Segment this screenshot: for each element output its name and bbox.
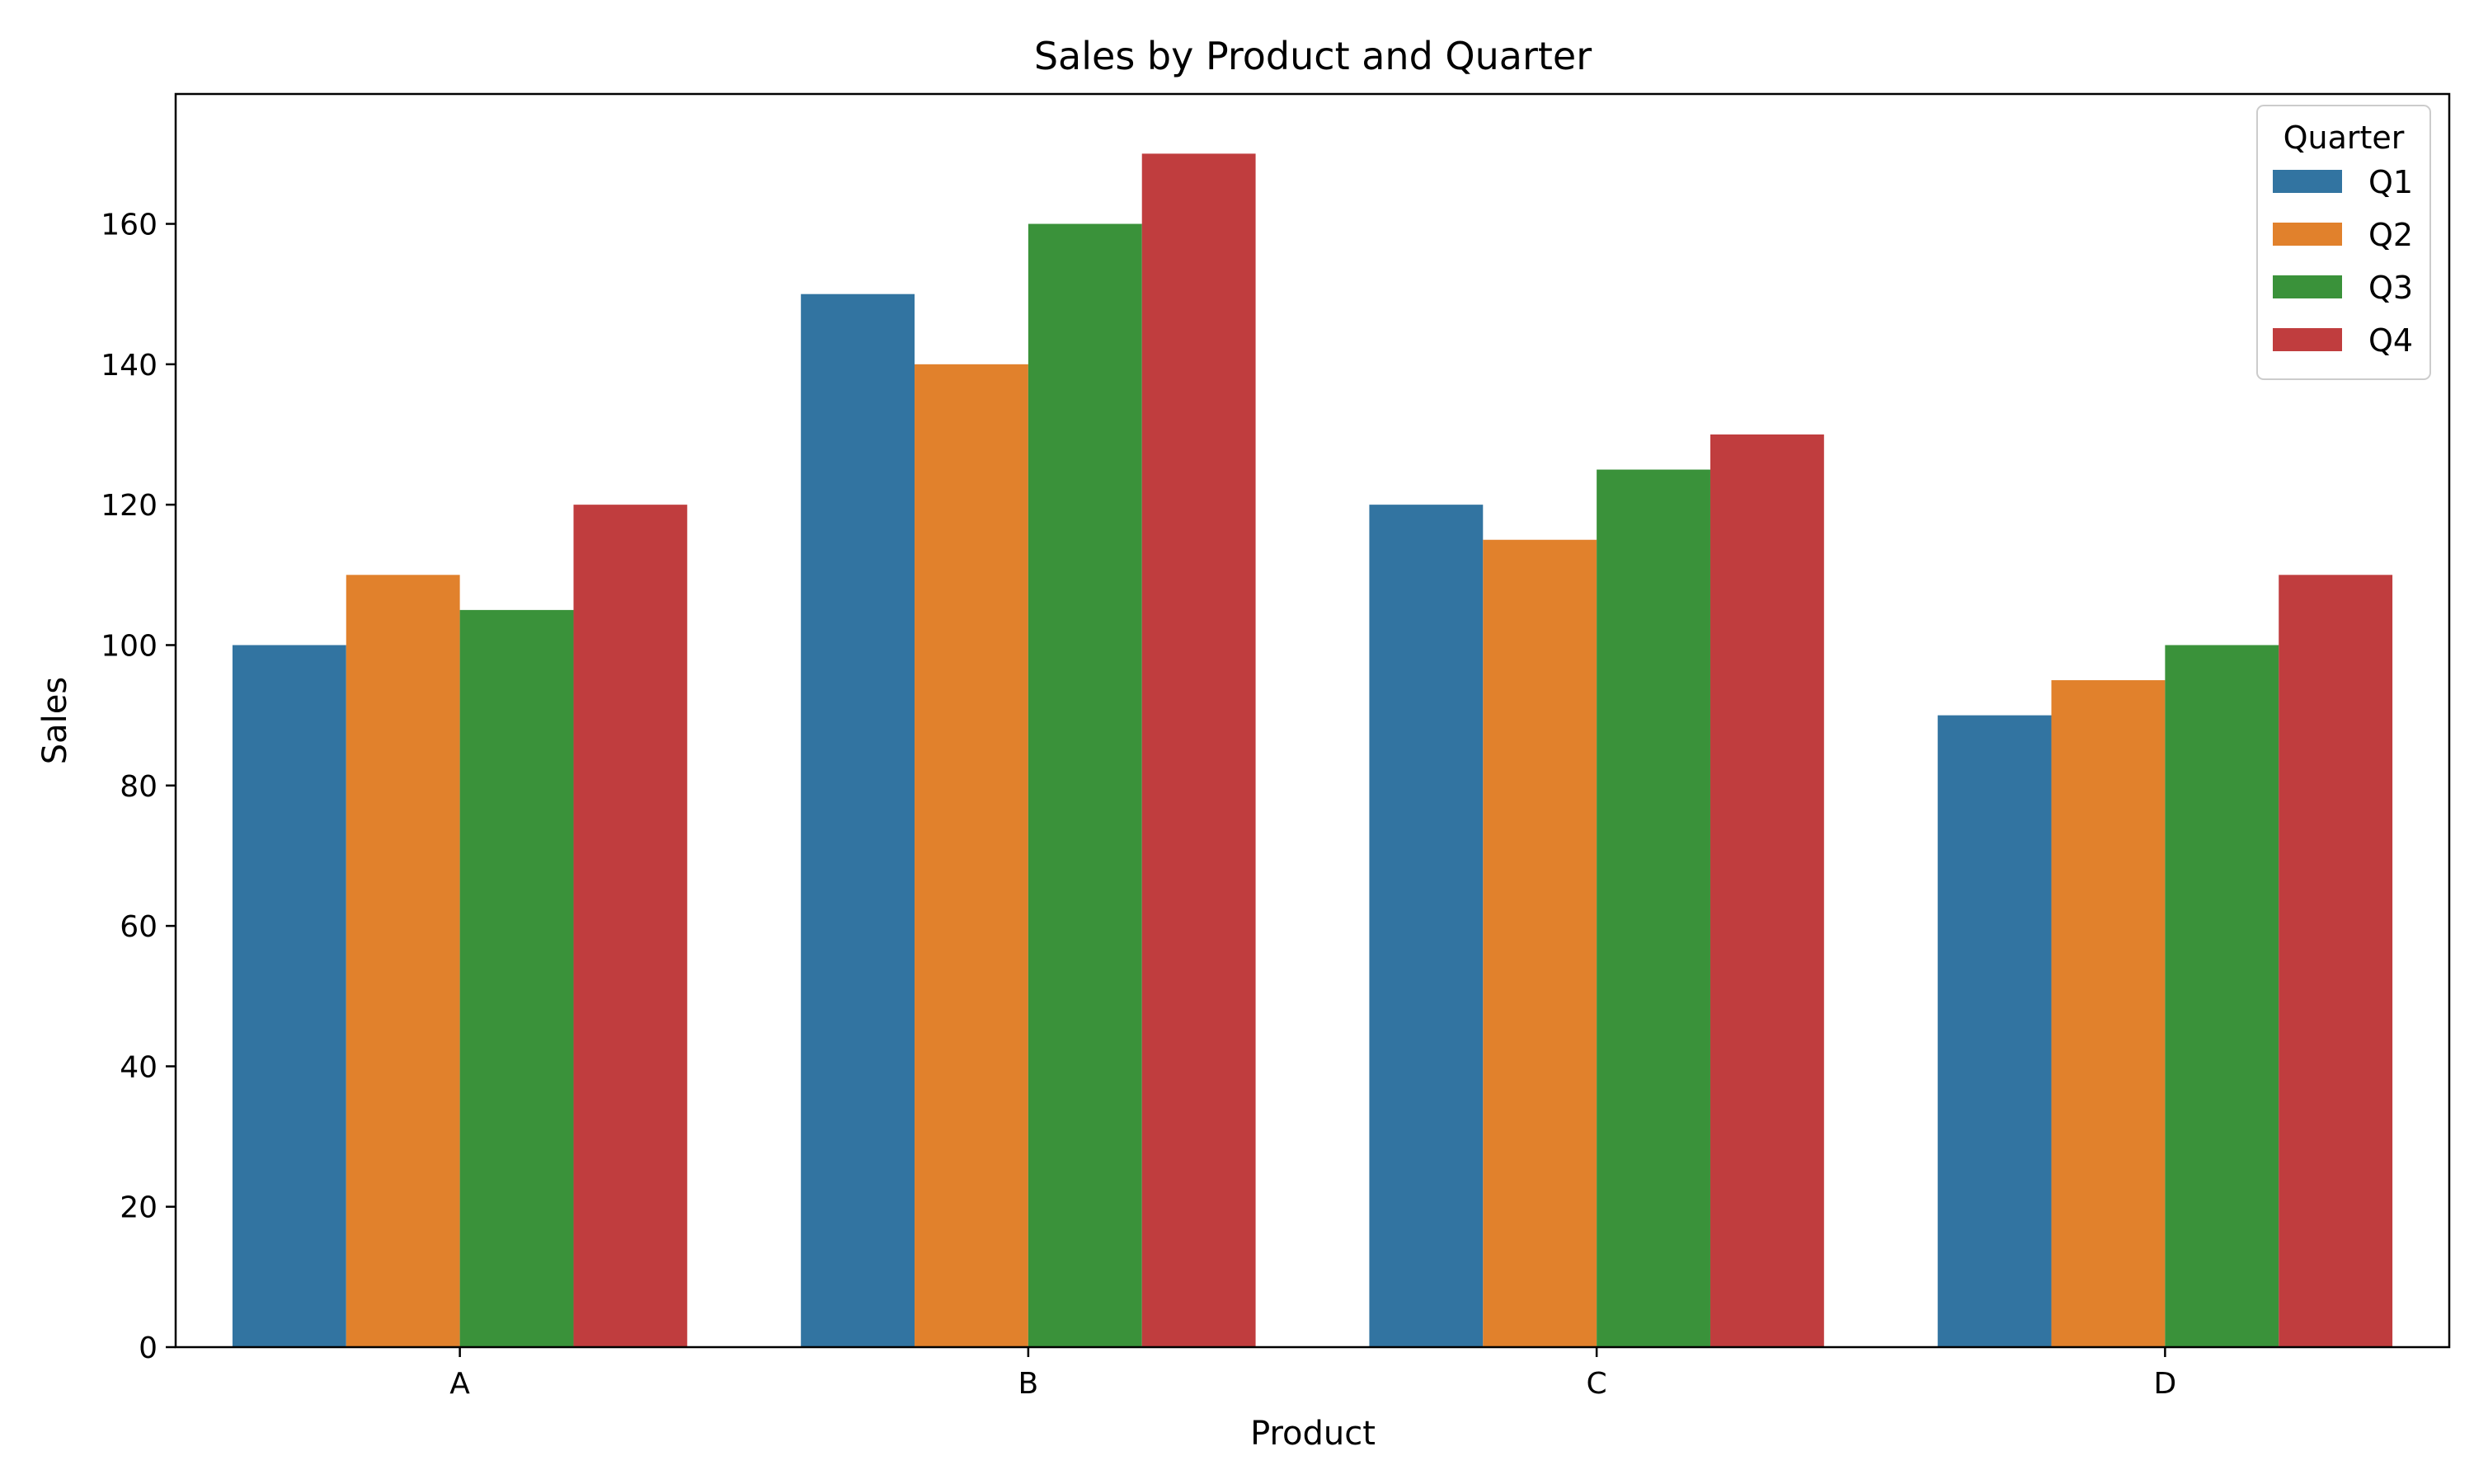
bars (232, 153, 2393, 1347)
y-tick-label: 80 (120, 770, 158, 804)
y-tick-label: 120 (101, 489, 158, 523)
x-tick-label-D: D (2154, 1367, 2177, 1401)
bar-D-Q4 (2279, 575, 2393, 1347)
bar-C-Q4 (1710, 434, 1824, 1347)
legend: Quarter Q1 Q2 Q3 Q4 (2256, 105, 2431, 380)
y-tick-label: 20 (120, 1191, 158, 1225)
bar-D-Q1 (1937, 715, 2052, 1347)
legend-label-Q1: Q1 (2368, 164, 2413, 200)
legend-items: Q1 Q2 Q3 Q4 (2273, 164, 2413, 359)
bar-C-Q3 (1597, 469, 1710, 1347)
bar-A-Q2 (346, 575, 460, 1347)
bar-B-Q1 (801, 294, 915, 1347)
y-axis-label: Sales (36, 677, 74, 764)
legend-label-Q4: Q4 (2368, 322, 2413, 359)
y-tick-label: 60 (120, 910, 158, 944)
legend-swatch-Q2 (2273, 223, 2342, 246)
bar-C-Q2 (1483, 539, 1597, 1347)
bar-D-Q3 (2165, 645, 2279, 1347)
x-tick-label-C: C (1587, 1367, 1607, 1401)
legend-swatch-Q4 (2273, 328, 2342, 351)
y-tick-label: 140 (101, 349, 158, 383)
bar-A-Q3 (459, 609, 574, 1347)
x-axis-ticks: A B C D (449, 1347, 2176, 1401)
bar-B-Q4 (1141, 153, 1256, 1347)
bar-D-Q2 (2051, 680, 2166, 1347)
y-tick-label: 160 (101, 209, 158, 242)
y-tick-label: 100 (101, 629, 158, 663)
bar-B-Q2 (915, 364, 1028, 1347)
x-axis-label: Product (1250, 1415, 1376, 1453)
legend-swatch-Q3 (2273, 275, 2342, 298)
bar-C-Q1 (1369, 505, 1484, 1347)
bar-A-Q4 (573, 505, 688, 1347)
y-tick-label: 0 (139, 1331, 158, 1365)
plot-frame (174, 92, 2451, 1349)
y-tick-label: 40 (120, 1050, 158, 1084)
legend-label-Q3: Q3 (2368, 270, 2413, 306)
y-axis-ticks: 0 20 40 60 80 100 120 140 160 (101, 209, 176, 1365)
bar-B-Q3 (1028, 223, 1142, 1347)
legend-title: Quarter (2284, 120, 2405, 156)
bar-A-Q1 (232, 645, 346, 1347)
legend-label-Q2: Q2 (2368, 217, 2413, 253)
x-tick-label-A: A (449, 1367, 470, 1401)
chart-title: Sales by Product and Quarter (1034, 34, 1592, 78)
legend-swatch-Q1 (2273, 170, 2342, 193)
x-tick-label-B: B (1018, 1367, 1039, 1401)
